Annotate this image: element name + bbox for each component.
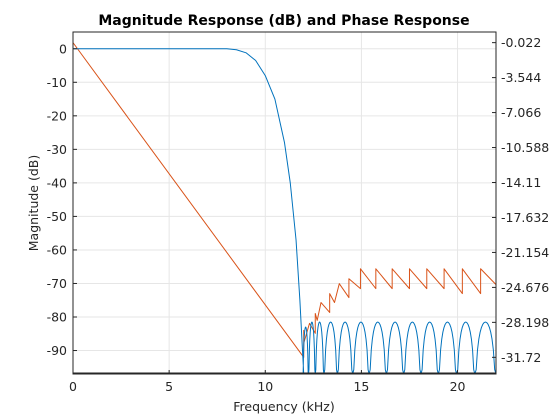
x-tick-label: 15 — [353, 379, 369, 394]
x-tick-label: 0 — [69, 379, 77, 394]
series-group — [72, 42, 497, 375]
y2-tick-label: -31.72 — [501, 350, 541, 365]
y-tick-label: -20 — [47, 108, 67, 123]
y-axis-ticks: 0 -10 -20 -30 -40 -50 -60 -70 -80 -90 — [47, 41, 77, 358]
phase-response-line — [72, 42, 497, 358]
y-tick-label: -80 — [47, 310, 67, 325]
y-tick-label: -60 — [47, 242, 67, 257]
y2-tick-label: -10.588 — [501, 140, 549, 155]
y-tick-label: -50 — [47, 209, 67, 224]
y-axis-label: Magnitude (dB) — [26, 155, 41, 251]
y2-tick-label: -3.544 — [501, 70, 541, 85]
y-tick-label: 0 — [59, 41, 67, 56]
x-tick-label: 20 — [450, 379, 466, 394]
axes-background — [73, 32, 496, 374]
x-tick-label: 10 — [257, 379, 273, 394]
y2-tick-label: -14.11 — [501, 175, 541, 190]
y2-tick-label: -17.632 — [501, 210, 549, 225]
y2-tick-label: -28.198 — [501, 315, 549, 330]
y2-axis-ticks: -0.022 -3.544 -7.066 -10.588 -14.11 -17.632 -2… — [492, 35, 549, 365]
y-tick-label: -90 — [47, 343, 67, 358]
y-tick-label: -30 — [47, 142, 67, 157]
plot-area — [72, 31, 497, 375]
y2-tick-label: -24.676 — [501, 280, 549, 295]
chart-title: Magnitude Response (dB) and Phase Respon… — [98, 13, 469, 29]
y-tick-label: -70 — [47, 276, 67, 291]
y-tick-label: -40 — [47, 175, 67, 190]
x-axis-label: Frequency (kHz) — [233, 399, 335, 414]
y-tick-label: -10 — [47, 75, 67, 90]
y2-tick-label: -0.022 — [501, 35, 541, 50]
y2-tick-label: -21.154 — [501, 245, 549, 260]
magnitude-response-line — [73, 48, 497, 375]
x-tick-label: 5 — [165, 379, 173, 394]
y2-tick-label: -7.066 — [501, 105, 541, 120]
grid — [72, 32, 496, 374]
x-axis-ticks: 0 5 10 15 20 — [69, 370, 466, 394]
